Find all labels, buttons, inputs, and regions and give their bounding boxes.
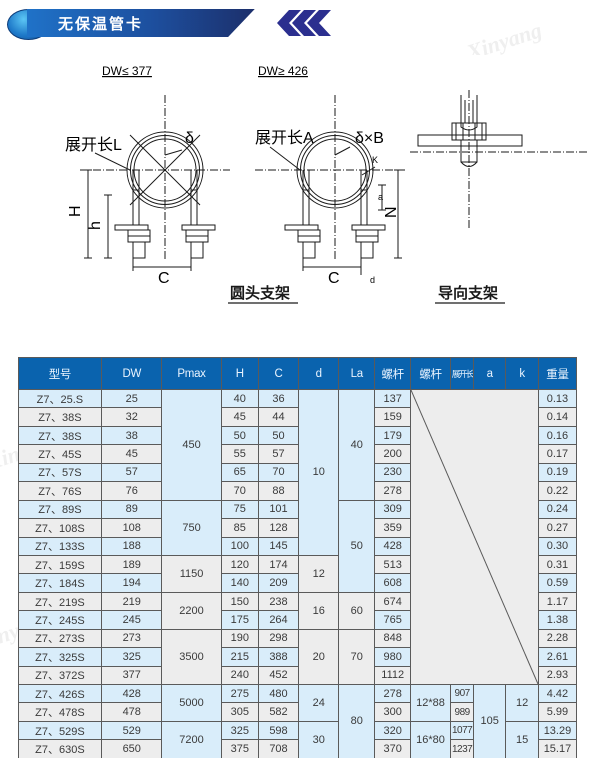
svg-text:C: C bbox=[328, 270, 340, 287]
svg-text:C: C bbox=[158, 270, 170, 287]
svg-text:导向支架: 导向支架 bbox=[438, 284, 498, 302]
svg-text:展开长A: 展开长A bbox=[255, 129, 314, 147]
svg-text:δ: δ bbox=[185, 130, 194, 147]
svg-text:d: d bbox=[370, 275, 375, 285]
svg-text:H: H bbox=[67, 205, 84, 217]
svg-text:K: K bbox=[372, 155, 378, 165]
svg-text:N: N bbox=[383, 206, 400, 218]
svg-text:圆头支架: 圆头支架 bbox=[230, 284, 290, 302]
svg-text:展开长L: 展开长L bbox=[65, 136, 122, 154]
svg-text:a: a bbox=[378, 192, 383, 202]
svg-text:DW≤ 377: DW≤ 377 bbox=[102, 64, 152, 78]
svg-text:h: h bbox=[87, 221, 104, 230]
svg-text:δ×B: δ×B bbox=[355, 130, 384, 147]
svg-text:DW≥ 426: DW≥ 426 bbox=[258, 64, 308, 78]
